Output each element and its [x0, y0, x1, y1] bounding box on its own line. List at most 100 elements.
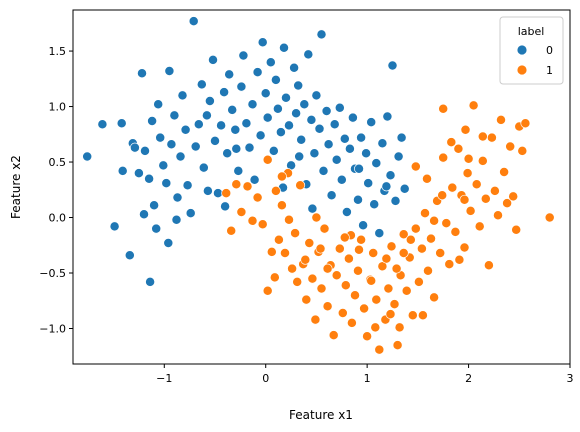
point-class-0	[201, 110, 212, 121]
point-class-1	[292, 276, 303, 287]
point-class-1	[420, 208, 430, 219]
point-class-0	[262, 112, 273, 123]
point-class-0	[309, 148, 320, 159]
point-class-0	[275, 127, 286, 138]
point-class-0	[331, 154, 342, 165]
point-class-1	[437, 190, 448, 201]
point-class-0	[268, 145, 279, 156]
point-class-0	[219, 87, 230, 98]
y-tick-label: 1.5	[49, 45, 67, 58]
point-class-0	[279, 42, 289, 53]
point-class-1	[242, 181, 253, 192]
point-class-1	[410, 161, 421, 172]
point-class-1	[337, 308, 348, 318]
point-class-0	[133, 168, 144, 179]
y-axis-label: Feature x2	[9, 155, 23, 219]
point-class-0	[145, 276, 156, 287]
point-class-0	[377, 138, 388, 149]
point-class-1	[477, 155, 488, 166]
point-class-0	[374, 228, 385, 239]
point-class-0	[124, 250, 135, 261]
point-class-1	[435, 248, 446, 258]
point-class-0	[149, 200, 160, 211]
point-class-1	[280, 248, 290, 258]
legend-marker-1	[516, 64, 528, 76]
point-class-0	[363, 178, 374, 189]
x-tick-label: −1	[156, 372, 172, 385]
point-class-1	[295, 180, 306, 191]
point-class-0	[390, 195, 401, 206]
point-class-0	[311, 90, 322, 101]
point-class-1	[460, 124, 471, 135]
point-class-1	[290, 228, 301, 239]
point-class-0	[358, 220, 369, 231]
point-class-1	[353, 265, 363, 276]
point-class-1	[331, 270, 342, 281]
point-class-0	[177, 90, 188, 101]
point-class-1	[486, 132, 497, 143]
point-class-1	[459, 242, 470, 253]
point-class-0	[399, 183, 410, 194]
point-class-0	[109, 221, 120, 232]
point-class-1	[423, 265, 433, 276]
points-layer	[82, 16, 555, 355]
point-class-0	[323, 139, 334, 150]
point-class-0	[155, 132, 166, 143]
point-class-1	[368, 248, 379, 258]
point-class-0	[208, 54, 218, 65]
point-class-1	[276, 171, 287, 182]
point-class-1	[266, 246, 277, 257]
point-class-1	[247, 215, 258, 226]
axes-frame	[72, 9, 571, 365]
point-class-1	[465, 205, 476, 216]
point-class-0	[336, 174, 347, 185]
point-class-0	[216, 120, 227, 131]
point-class-0	[158, 160, 169, 171]
point-class-0	[244, 142, 255, 153]
point-class-1	[284, 214, 294, 225]
point-class-0	[169, 110, 180, 121]
point-class-0	[316, 29, 327, 40]
point-class-0	[382, 111, 393, 122]
point-class-0	[294, 151, 305, 162]
point-class-1	[346, 317, 357, 328]
point-class-1	[401, 285, 412, 296]
point-class-0	[306, 114, 317, 125]
point-class-1	[511, 224, 522, 235]
point-class-0	[314, 123, 325, 134]
point-class-0	[163, 238, 174, 248]
point-class-1	[480, 193, 491, 204]
point-class-0	[247, 99, 258, 110]
point-class-0	[326, 190, 337, 201]
point-class-0	[97, 119, 108, 130]
point-class-1	[407, 310, 418, 321]
point-class-1	[319, 223, 330, 234]
point-class-1	[273, 234, 284, 245]
y-tick-label: −0.5	[39, 267, 66, 280]
point-class-1	[322, 301, 333, 312]
point-class-0	[220, 201, 231, 212]
point-class-1	[301, 294, 312, 305]
point-class-1	[517, 145, 528, 156]
point-class-0	[231, 143, 242, 154]
point-class-1	[483, 260, 494, 271]
point-class-1	[374, 344, 385, 355]
point-class-0	[241, 118, 252, 129]
point-class-1	[391, 263, 402, 274]
point-class-1	[450, 226, 461, 237]
point-class-1	[356, 234, 367, 245]
point-class-1	[322, 263, 333, 274]
point-class-1	[454, 254, 465, 265]
point-class-0	[272, 103, 283, 114]
point-class-0	[366, 117, 377, 128]
point-class-0	[161, 178, 172, 189]
legend-box	[499, 16, 564, 85]
point-class-0	[265, 57, 276, 68]
point-class-1	[438, 152, 449, 163]
point-class-1	[339, 232, 350, 243]
point-class-1	[315, 243, 326, 254]
point-class-1	[359, 303, 370, 314]
point-class-0	[164, 66, 175, 76]
point-class-1	[438, 103, 449, 114]
point-class-1	[386, 241, 397, 252]
